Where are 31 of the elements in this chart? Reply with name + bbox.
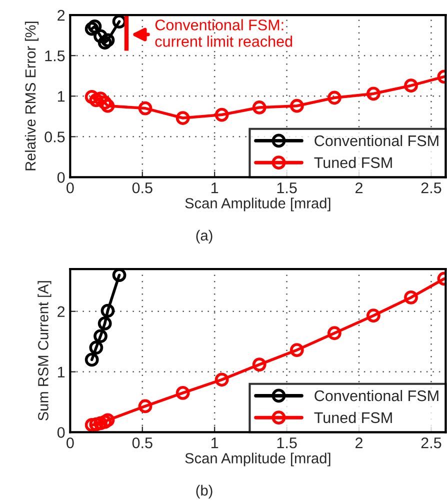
x-axis-title: Scan Amplitude [mrad]: [185, 198, 330, 212]
x-tick-label: 2: [356, 182, 362, 194]
legend-label: Tuned FSM: [314, 412, 392, 424]
x-tick-label: 0: [66, 182, 74, 194]
y-tick-label: 0.5: [44, 132, 65, 142]
legend-label: Tuned FSM: [314, 156, 392, 168]
legend-label: Conventional FSM: [314, 390, 438, 402]
y-tick-label: 1: [58, 91, 65, 102]
text: (b): [196, 484, 212, 499]
x-tick-label: 1.5: [277, 182, 297, 194]
x-tick-label: 0.5: [132, 437, 152, 448]
annotation: Conventional FSM: current limit reached: [155, 19, 292, 47]
x-tick-label: 2: [356, 437, 362, 448]
y-tick-label: 1.5: [45, 50, 65, 62]
x-tick-label: 0.5: [132, 182, 152, 194]
y-axis-title: Relative RMS Error [%]: [24, 22, 39, 170]
x-tick-label: 0: [66, 437, 74, 448]
x-tick-label: 1: [212, 438, 218, 448]
y-tick-label: 2: [58, 10, 65, 21]
y-tick-label: 0: [57, 427, 65, 438]
x-tick-label: 1.5: [277, 438, 297, 448]
x-tick-label: 2.5: [421, 437, 442, 448]
y-tick-label: 1: [58, 366, 65, 378]
y-axis-title: Sum RSM Current [A]: [38, 281, 52, 420]
y-tick-label: 2: [58, 306, 65, 317]
x-tick-label: 2.5: [421, 182, 442, 194]
x-tick-label: 1: [212, 182, 218, 194]
x-axis-title: Scan Amplitude [mrad]: [185, 452, 330, 466]
legend-label: Conventional FSM: [314, 134, 438, 146]
text: (a): [196, 230, 212, 244]
y-tick-label: 0: [57, 172, 65, 183]
